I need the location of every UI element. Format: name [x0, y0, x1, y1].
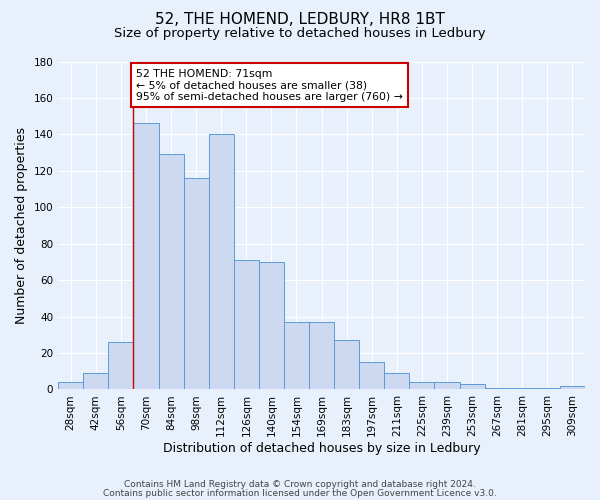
- Bar: [510, 388, 535, 390]
- Bar: [133, 124, 158, 390]
- Bar: [184, 178, 209, 390]
- Bar: [259, 262, 284, 390]
- Bar: [158, 154, 184, 390]
- Bar: [334, 340, 359, 390]
- Bar: [83, 373, 109, 390]
- Text: Contains HM Land Registry data © Crown copyright and database right 2024.: Contains HM Land Registry data © Crown c…: [124, 480, 476, 489]
- Bar: [109, 342, 133, 390]
- Text: 52 THE HOMEND: 71sqm
← 5% of detached houses are smaller (38)
95% of semi-detach: 52 THE HOMEND: 71sqm ← 5% of detached ho…: [136, 69, 403, 102]
- Bar: [485, 388, 510, 390]
- Bar: [284, 322, 309, 390]
- Bar: [209, 134, 234, 390]
- Bar: [234, 260, 259, 390]
- Bar: [535, 388, 560, 390]
- X-axis label: Distribution of detached houses by size in Ledbury: Distribution of detached houses by size …: [163, 442, 481, 455]
- Text: Contains public sector information licensed under the Open Government Licence v3: Contains public sector information licen…: [103, 488, 497, 498]
- Bar: [385, 373, 409, 390]
- Bar: [359, 362, 385, 390]
- Bar: [309, 322, 334, 390]
- Text: Size of property relative to detached houses in Ledbury: Size of property relative to detached ho…: [114, 28, 486, 40]
- Bar: [560, 386, 585, 390]
- Bar: [460, 384, 485, 390]
- Text: 52, THE HOMEND, LEDBURY, HR8 1BT: 52, THE HOMEND, LEDBURY, HR8 1BT: [155, 12, 445, 28]
- Bar: [58, 382, 83, 390]
- Y-axis label: Number of detached properties: Number of detached properties: [15, 127, 28, 324]
- Bar: [409, 382, 434, 390]
- Bar: [434, 382, 460, 390]
